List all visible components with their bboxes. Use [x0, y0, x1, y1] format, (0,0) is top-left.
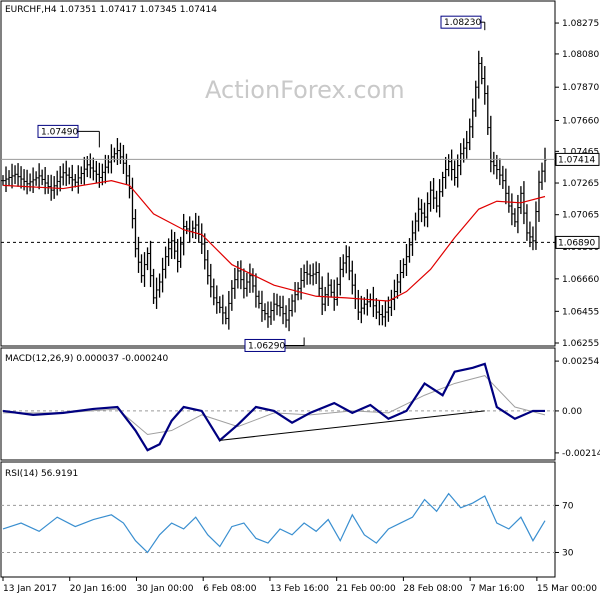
price-level-label: 1.07414: [558, 155, 595, 165]
time-axis-label: 20 Jan 16:00: [70, 584, 127, 594]
watermark: ActionForex.com: [205, 76, 405, 104]
macd-axis-label: 0.00: [562, 407, 582, 417]
macd-axis-label: -0.00214: [562, 449, 600, 459]
macd-panel: [0, 347, 556, 461]
price-axis-label: 1.07265: [562, 179, 599, 189]
time-axis-label: 13 Jan 2017: [3, 584, 57, 594]
price-axis-label: 1.07660: [562, 116, 599, 126]
price-series: [1, 50, 547, 332]
macd-signal-line: [3, 375, 546, 435]
time-axis-label: 15 Mar 00:00: [537, 584, 597, 594]
price-axis-label: 1.07065: [562, 211, 599, 221]
time-axis-label: 7 Mar 16:00: [470, 584, 525, 594]
time-axis-label: 30 Jan 00:00: [136, 584, 193, 594]
rsi-axis-label: 70: [562, 501, 574, 511]
rsi-axis-label: 30: [562, 548, 574, 558]
price-axis-label: 1.08275: [562, 19, 599, 29]
price-level-box: [555, 152, 600, 166]
time-axis: 13 Jan 2017 20 Jan 16:00 30 Jan 00:00 6 Feb…: [2, 577, 597, 594]
macd-line: [2, 362, 545, 452]
macd-axis-label: 0.00254: [562, 357, 599, 367]
price-axis-label: 1.06660: [562, 275, 599, 285]
macd-trendline: [219, 410, 485, 441]
rsi-series: 70 30: [1, 492, 574, 558]
time-axis-label: 13 Feb 16:00: [270, 584, 329, 594]
rsi-line: [2, 492, 546, 554]
macd-series: 0.00254 0.00 -0.00214: [1, 357, 600, 459]
price-callout-label: 1.08230: [444, 18, 481, 28]
time-axis-label: 21 Feb 00:00: [337, 584, 396, 594]
price-annotations: 1.07414 1.06890 1.07490 1.06290 1.08230: [1, 15, 600, 352]
price-callout-label: 1.06290: [248, 341, 285, 351]
price-axis-label: 1.06255: [562, 339, 599, 349]
symbol-header: EURCHF,H4 1.07351 1.07417 1.07345 1.0741…: [5, 5, 217, 15]
price-axis-label: 1.08080: [562, 50, 599, 60]
price-axis-label: 1.06455: [562, 307, 599, 317]
rsi-panel: [0, 461, 556, 578]
macd-header: MACD(12,26,9) 0.000037 -0.000240: [5, 354, 168, 364]
price-level-box: [555, 235, 600, 249]
price-axis-label: 1.07465: [562, 147, 599, 157]
time-axis-label: 6 Feb 08:00: [203, 584, 257, 594]
price-axis: 1.08275 1.08080 1.07870 1.07660 1.07465 1.072…: [555, 19, 599, 349]
price-callout-label: 1.07490: [41, 127, 78, 137]
rsi-header: RSI(14) 56.9191: [5, 469, 78, 479]
time-axis-label: 28 Feb 08:00: [403, 584, 462, 594]
price-axis-label: 1.07870: [562, 83, 599, 93]
moving-average-line: [2, 180, 546, 302]
price-level-label: 1.06890: [558, 238, 595, 248]
